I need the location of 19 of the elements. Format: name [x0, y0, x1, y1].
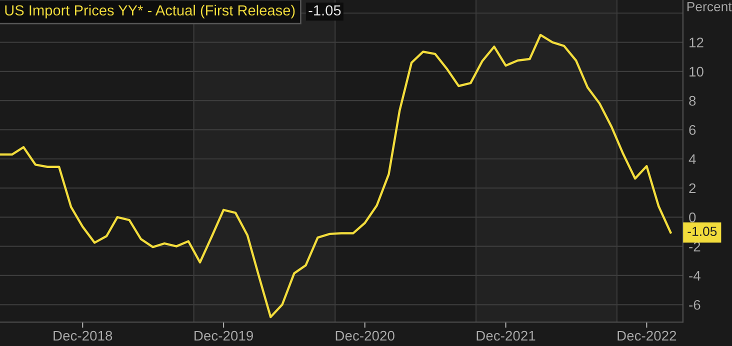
y-tick-label: -6 [689, 300, 700, 310]
y-tick-label: 4 [688, 154, 696, 164]
y-tick-label: 12 [690, 38, 704, 48]
x-tick-label: Dec-2021 [476, 330, 536, 341]
y-tick-label: 8 [689, 96, 696, 106]
x-tick-label: Dec-2022 [618, 330, 676, 341]
y-tick-label: 6 [689, 125, 696, 135]
line-series [0, 34, 672, 318]
annotation: -1.05 [308, 5, 341, 16]
data-label: -1.05 [688, 226, 717, 236]
y-tick-label: -4 [689, 270, 700, 281]
y-tick-label: 2 [689, 183, 696, 194]
y-tick-label: 10 [690, 66, 704, 77]
y-axis-title: Percent [687, 2, 732, 12]
x-tick-label: Dec-2020 [336, 330, 394, 341]
y-tick-label: 0 [689, 212, 696, 222]
x-tick-label: Dec-2019 [194, 330, 253, 341]
chart-title: US Import Prices YY* - Actual (First Release) [5, 4, 295, 18]
x-tick-label: Dec-2018 [54, 330, 112, 341]
